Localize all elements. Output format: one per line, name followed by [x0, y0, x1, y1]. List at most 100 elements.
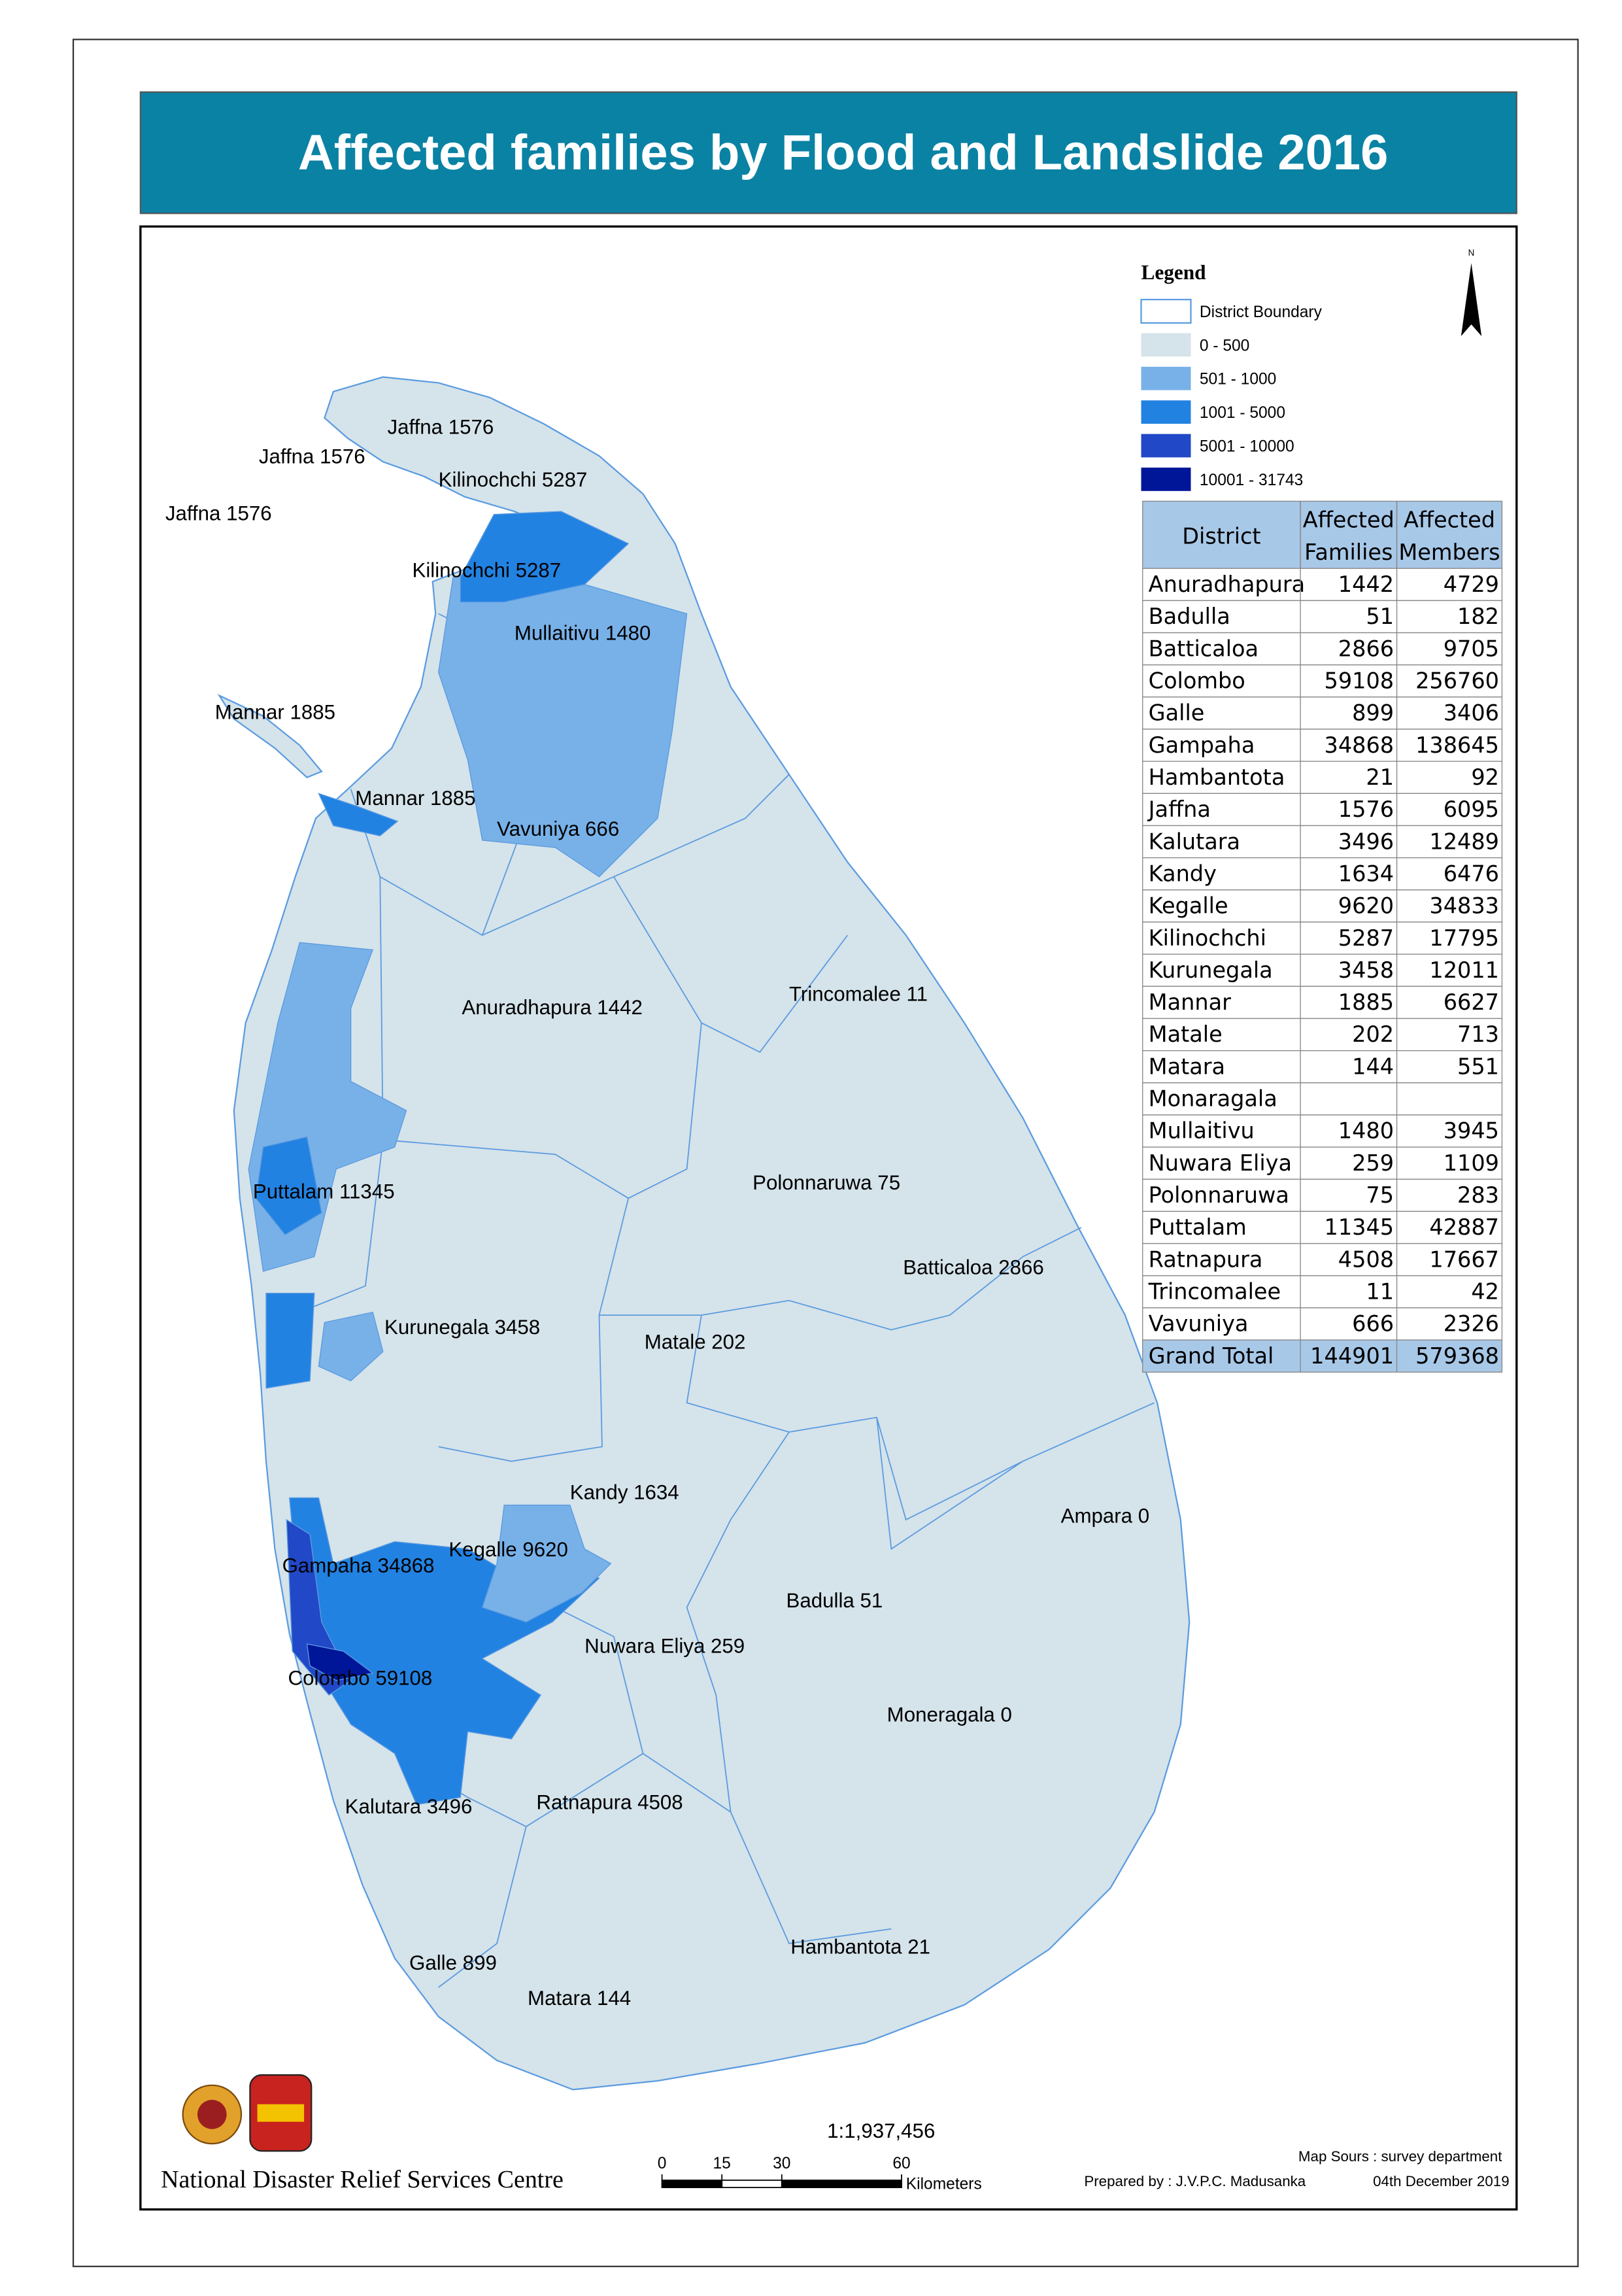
table-row — [1142, 889, 1503, 923]
district-label: Kalutara 3496 — [345, 1795, 473, 1818]
district-label: Kilinochchi 5287 — [439, 468, 588, 491]
table-cell: 666 — [1352, 1311, 1394, 1337]
table-cell: Colombo — [1149, 668, 1245, 693]
table-row — [1142, 1050, 1503, 1084]
table-cell: 42887 — [1429, 1214, 1499, 1240]
table-header: Families — [1304, 540, 1393, 565]
table-row — [1142, 1114, 1503, 1148]
district-label: Galle 899 — [409, 1951, 497, 1974]
district-label: Trincomalee 11 — [789, 983, 928, 1006]
district-fill — [481, 1504, 612, 1623]
table-cell: Polonnaruwa — [1149, 1182, 1289, 1208]
district-label: Vavuniya 666 — [497, 817, 619, 840]
table-cell: Puttalam — [1149, 1214, 1247, 1240]
table-cell: 182 — [1457, 604, 1499, 629]
table-cell: 256760 — [1415, 668, 1499, 693]
district-fill — [318, 1311, 384, 1382]
table-row — [1142, 953, 1503, 987]
legend-swatch — [1141, 366, 1191, 390]
table-cell: 34868 — [1325, 732, 1394, 758]
table-cell: Hambantota — [1149, 764, 1285, 790]
table-cell: 17795 — [1429, 925, 1499, 951]
scale-ratio: 1:1,937,456 — [827, 2119, 935, 2142]
table-row — [1142, 632, 1503, 666]
table-cell: 2326 — [1444, 1311, 1499, 1337]
table-cell: 11345 — [1325, 1214, 1394, 1240]
table-header: Members — [1398, 540, 1500, 565]
table-cell: Badulla — [1149, 604, 1230, 629]
district-label: Kegalle 9620 — [448, 1538, 568, 1561]
table-cell: Trincomalee — [1148, 1279, 1281, 1305]
table-cell: 3945 — [1444, 1118, 1499, 1144]
table-header-bg — [1142, 500, 1503, 569]
table-cell: Anuradhapura — [1149, 572, 1306, 597]
table-row — [1142, 1307, 1503, 1341]
legend-swatch — [1140, 298, 1192, 324]
table-cell: 4729 — [1444, 572, 1499, 597]
table-cell: 6095 — [1444, 797, 1499, 822]
table-cell: 42 — [1471, 1279, 1499, 1305]
title: Affected families by Flood and Landslide… — [298, 125, 1389, 180]
district-label: Matara 144 — [528, 1987, 631, 2010]
table-cell: 144 — [1352, 1054, 1394, 1079]
table-cell: Monaragala — [1149, 1086, 1277, 1112]
table-row — [1142, 793, 1503, 827]
district-label: Mannar 1885 — [355, 787, 475, 810]
table-row — [1142, 985, 1503, 1019]
district-label: Nuwara Eliya 259 — [584, 1634, 745, 1657]
organization: National Disaster Relief Services Centre — [161, 2166, 564, 2193]
table-row — [1142, 1178, 1503, 1212]
table-cell: 3406 — [1444, 700, 1499, 726]
table-cell: 5287 — [1338, 925, 1394, 951]
district-label: Jaffna 1576 — [165, 502, 272, 524]
table-cell: 12489 — [1429, 829, 1499, 854]
table-cell: Kurunegala — [1149, 957, 1273, 983]
legend-label: 5001 - 10000 — [1200, 437, 1294, 455]
table-cell: Ratnapura — [1149, 1246, 1263, 1272]
prepared-by: Prepared by : J.V.P.C. Madusanka — [1084, 2173, 1306, 2189]
table-cell: 1480 — [1338, 1118, 1394, 1144]
district-fill — [306, 1643, 374, 1681]
district-label: Colombo 59108 — [288, 1666, 433, 1689]
table-cell: 1634 — [1338, 861, 1394, 886]
map-date: 04th December 2019 — [1373, 2173, 1510, 2189]
table-row — [1142, 1242, 1503, 1277]
island — [217, 376, 1191, 2091]
table-row — [1142, 1146, 1503, 1180]
table-cell: 202 — [1352, 1021, 1394, 1047]
north-arrow-shape — [1461, 263, 1482, 336]
district-label: Kurunegala 3458 — [384, 1316, 540, 1339]
scale-tick-label: 15 — [713, 2155, 731, 2172]
table-cell: 1442 — [1338, 572, 1394, 597]
table-cell: 1885 — [1338, 989, 1394, 1015]
scale-segment — [661, 2180, 723, 2189]
emblem-center — [197, 2100, 227, 2129]
table-row — [1142, 1082, 1503, 1116]
legend-swatch — [1141, 400, 1191, 424]
table-cell: 259 — [1352, 1150, 1394, 1176]
table-cell: Kilinochchi — [1149, 925, 1266, 951]
table-row — [1142, 1018, 1503, 1052]
table-cell: 75 — [1366, 1182, 1394, 1208]
table-cell: 283 — [1457, 1182, 1499, 1208]
table-cell: 6476 — [1444, 861, 1499, 886]
legend-label: District Boundary — [1200, 303, 1323, 321]
table-cell: 138645 — [1415, 732, 1499, 758]
district-label: Gampaha 34868 — [282, 1554, 435, 1577]
table-cell: 21 — [1366, 764, 1394, 790]
table-row — [1142, 857, 1503, 891]
district-label: Matale 202 — [645, 1330, 746, 1353]
table-row — [1142, 761, 1503, 795]
table-cell: 713 — [1457, 1021, 1499, 1047]
logos — [182, 2074, 313, 2152]
district-label: Badulla 51 — [786, 1589, 883, 1612]
table-header: Affected — [1404, 507, 1495, 533]
mannar-island — [217, 694, 323, 779]
table-cell: 51 — [1366, 604, 1394, 629]
table-row — [1142, 921, 1503, 955]
legend-label: 10001 - 31743 — [1200, 471, 1303, 489]
table-row — [1142, 1339, 1503, 1373]
table-cell: Vavuniya — [1149, 1311, 1249, 1337]
table-header: Affected — [1303, 507, 1394, 533]
table-cell: 899 — [1352, 700, 1394, 726]
